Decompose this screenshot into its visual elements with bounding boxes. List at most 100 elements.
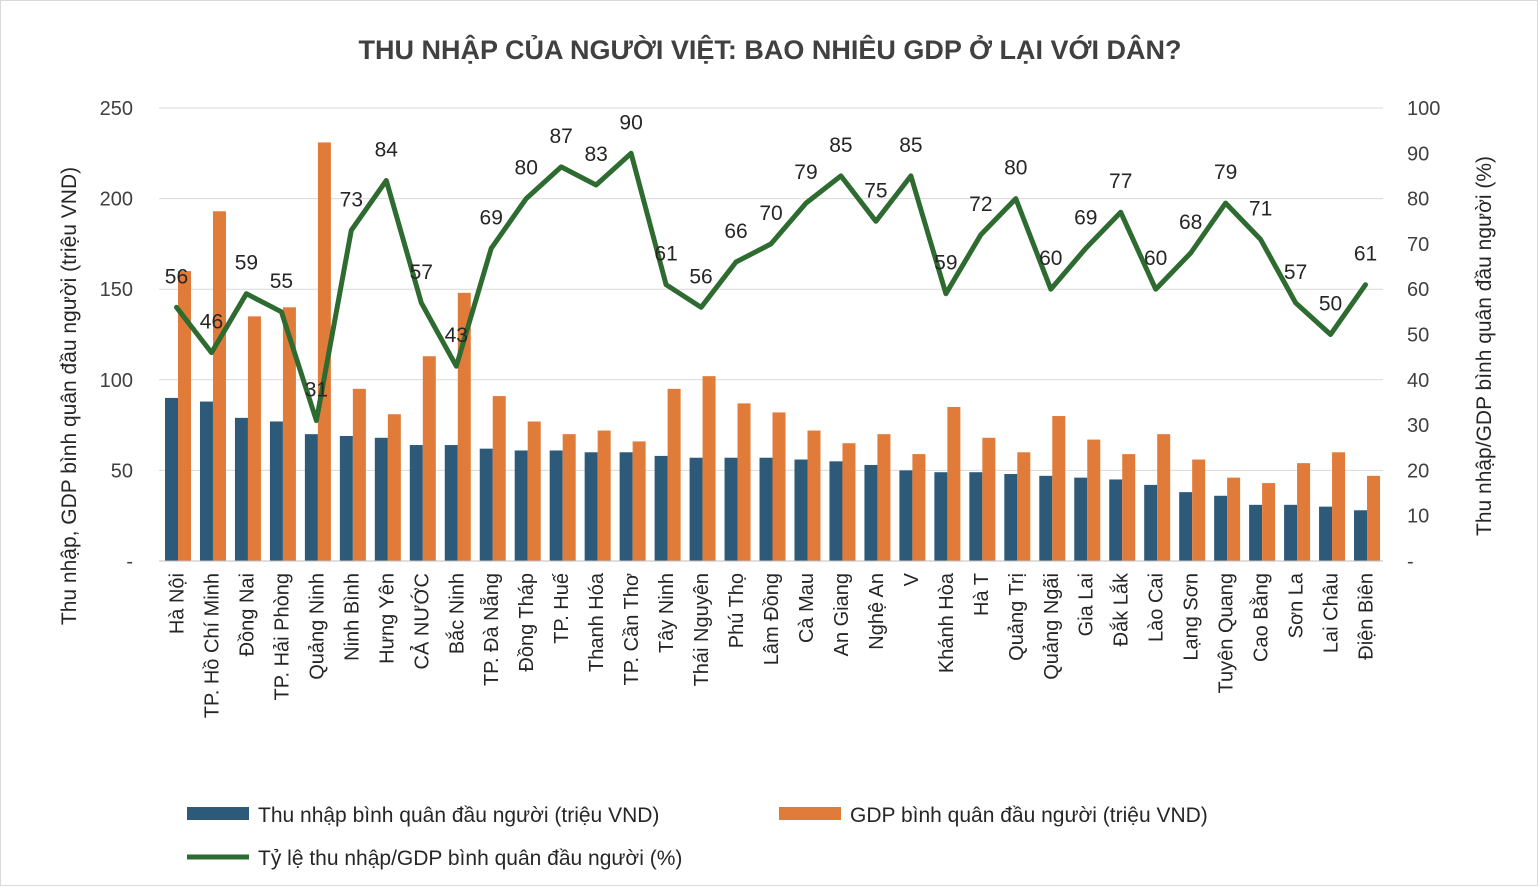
- ratio-line-series: [174, 150, 1368, 424]
- ratio-data-label: 61: [654, 243, 677, 266]
- gdp-bar: [1192, 459, 1206, 561]
- income-bar: [1214, 495, 1228, 561]
- y-right-tick-label: 20: [1407, 460, 1429, 482]
- income-bar: [689, 457, 703, 561]
- category-label: TP. Cần Thơ: [621, 573, 643, 685]
- legend-gdp-label: GDP bình quân đầu người (triệu VND): [850, 804, 1208, 827]
- y-right-tick-label: 30: [1407, 415, 1429, 437]
- gdp-bar: [1122, 454, 1136, 561]
- category-label: V: [901, 572, 923, 586]
- ratio-data-label: 60: [1144, 247, 1167, 270]
- category-label: TP. Hải Phòng: [271, 573, 293, 701]
- gdp-bar: [562, 434, 576, 561]
- income-bar-series: [165, 397, 1368, 561]
- income-bar: [794, 459, 808, 561]
- ratio-data-label: 50: [1319, 293, 1342, 316]
- income-bar: [724, 457, 738, 561]
- income-bar: [619, 452, 633, 561]
- gdp-bar: [212, 211, 226, 561]
- income-bar: [934, 472, 948, 561]
- y-left-tick-label: -: [126, 551, 133, 573]
- legend-ratio-label: Tỷ lệ thu nhập/GDP bình quân đầu người (…: [258, 847, 682, 870]
- income-bar: [1074, 477, 1088, 561]
- gdp-bar: [1367, 475, 1381, 561]
- category-label: Quảng Ninh: [306, 573, 328, 680]
- income-bar: [234, 417, 248, 561]
- gdp-bar: [178, 271, 191, 561]
- y-left-tick-label: 150: [100, 279, 133, 301]
- ratio-data-labels: 56 46 59 55 31 73 84 57 43 69 80 87 83 90 61 56 66 70 79 85…: [165, 111, 1377, 401]
- category-label: Cao Bằng: [1250, 573, 1273, 662]
- ratio-data-label: 79: [1214, 161, 1237, 184]
- gdp-bar: [1262, 483, 1276, 561]
- gdp-bar: [527, 421, 541, 561]
- category-label: Đồng Nai: [236, 573, 258, 656]
- category-label: An Giang: [831, 573, 853, 656]
- category-label: Lào Cai: [1146, 573, 1168, 642]
- income-bar: [1319, 506, 1333, 561]
- gdp-bar: [1332, 452, 1346, 561]
- income-bar: [409, 445, 423, 561]
- y-right-tick-label: -: [1407, 551, 1414, 573]
- ratio-data-label: 80: [1004, 157, 1027, 180]
- gdp-bar: [947, 406, 961, 561]
- gdp-bar: [1227, 477, 1241, 561]
- category-label: Gia Lai: [1076, 573, 1098, 636]
- gdp-bar: [597, 430, 611, 561]
- gdp-bar: [807, 430, 821, 561]
- income-bar: [1109, 479, 1123, 561]
- income-bar: [269, 421, 283, 561]
- income-bar: [969, 472, 983, 561]
- ratio-data-label: 59: [235, 252, 258, 275]
- category-label: Bắc Ninh: [445, 573, 468, 654]
- ratio-data-label: 85: [899, 134, 922, 157]
- gdp-bar: [1157, 434, 1171, 561]
- income-bar: [829, 461, 843, 561]
- category-label: Nghệ An: [866, 573, 888, 650]
- ratio-data-label: 57: [410, 261, 433, 284]
- legend: Thu nhập bình quân đầu người (triệu VND)…: [187, 804, 1208, 870]
- gdp-bar: [632, 441, 646, 561]
- ratio-data-label: 79: [794, 161, 817, 184]
- ratio-data-label: 71: [1249, 197, 1272, 220]
- y-right-tick-label: 90: [1407, 143, 1429, 165]
- ratio-data-label: 75: [864, 179, 887, 202]
- category-label: Đồng Tháp: [516, 573, 538, 672]
- income-bar: [165, 397, 178, 561]
- gdp-bar: [387, 414, 401, 561]
- category-label: Tây Ninh: [656, 573, 678, 653]
- gdp-bar: [282, 307, 296, 561]
- category-label: Đắk Lắk: [1110, 572, 1133, 646]
- category-label: Lâm Đồng: [761, 573, 783, 665]
- y-right-tick-label: 80: [1407, 189, 1429, 211]
- income-bar: [374, 437, 388, 561]
- y-right-tick-label: 50: [1407, 325, 1429, 347]
- income-bar: [514, 450, 528, 561]
- gdp-bar: [667, 388, 681, 561]
- y-left-tick-label: 200: [100, 189, 133, 211]
- gdp-bar: [877, 434, 891, 561]
- y-right-tick-label: 70: [1407, 234, 1429, 256]
- gdp-bar: [422, 356, 436, 561]
- income-bar: [1004, 474, 1018, 561]
- ratio-data-label: 77: [1109, 170, 1132, 193]
- income-bar: [1354, 510, 1368, 561]
- gdp-bar: [842, 443, 856, 561]
- y-right-tick-label: 100: [1407, 98, 1440, 120]
- income-bar: [864, 464, 878, 561]
- category-label: Quảng Ngãi: [1041, 573, 1063, 680]
- ratio-line: [174, 150, 1368, 424]
- income-bar: [584, 452, 598, 561]
- ratio-data-label: 90: [619, 111, 642, 134]
- ratio-data-label: 87: [549, 125, 572, 148]
- ratio-data-label: 83: [584, 143, 607, 166]
- ratio-data-label: 66: [724, 220, 747, 243]
- category-label: Thanh Hóa: [586, 572, 608, 672]
- income-bar: [899, 470, 913, 561]
- gdp-bar: [912, 454, 926, 561]
- ratio-data-label: 68: [1179, 211, 1202, 234]
- ratio-data-label: 80: [515, 157, 538, 180]
- ratio-data-label: 72: [969, 193, 992, 216]
- category-label: CẢ NƯỚC: [410, 573, 433, 669]
